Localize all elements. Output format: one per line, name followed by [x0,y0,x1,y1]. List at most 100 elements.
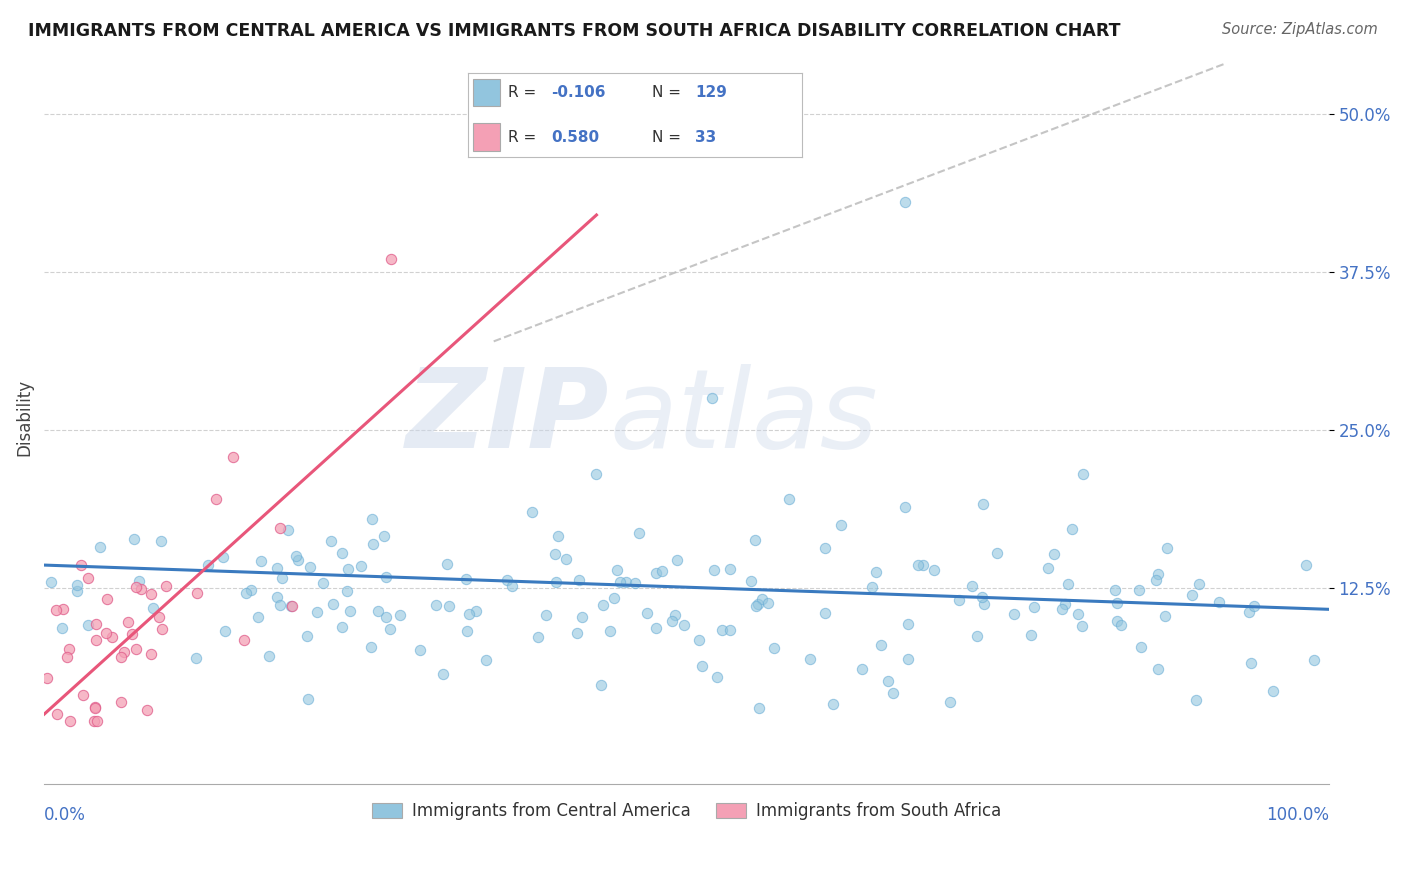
Point [458,607,481,621]
Point [897,617,920,632]
Point [287,553,309,567]
Point [1056,577,1078,591]
Point [110,695,132,709]
Point [84,617,107,632]
Point [222,450,245,464]
Point [501,579,523,593]
Point [986,546,1008,560]
Point [129,582,152,596]
Point [425,598,447,612]
Point [374,570,396,584]
Point [432,667,454,681]
Point [814,606,837,620]
Point [336,584,359,599]
Point [522,505,544,519]
Point [56,650,79,665]
Point [922,563,945,577]
Point [645,566,668,581]
Point [148,610,170,624]
Point [96,625,118,640]
Point [651,564,673,578]
Point [101,630,124,644]
Point [830,517,852,532]
Point [37,671,59,685]
Point [1128,582,1150,597]
Point [606,563,628,577]
Point [756,596,779,610]
Point [1062,523,1084,537]
Point [911,558,934,573]
Point [821,697,844,711]
Point [762,641,785,656]
Point [664,607,686,622]
Point [339,604,361,618]
Point [186,651,208,665]
Point [876,673,898,688]
Point [547,528,569,542]
Point [45,602,67,616]
Text: ZIP: ZIP [406,364,609,471]
Point [204,491,226,506]
Point [1147,566,1170,581]
Text: 100.0%: 100.0% [1265,805,1329,823]
Point [740,574,762,589]
Point [117,615,139,629]
Point [948,593,970,607]
Point [960,578,983,592]
Point [72,688,94,702]
Point [124,532,146,546]
Point [367,604,389,618]
Point [1181,588,1204,602]
Legend: Immigrants from Central America, Immigrants from South Africa: Immigrants from Central America, Immigra… [366,796,1008,827]
Point [84,701,107,715]
Point [51,621,73,635]
Point [672,618,695,632]
Point [1129,640,1152,655]
Point [1239,605,1261,619]
Point [269,599,291,613]
Point [311,576,333,591]
Point [628,526,651,541]
Point [970,590,993,604]
Point [571,610,593,624]
Point [1295,558,1317,573]
Point [882,686,904,700]
Point [747,597,769,611]
Point [544,575,567,590]
Point [972,497,994,511]
Point [112,645,135,659]
Point [706,670,728,684]
Point [232,633,254,648]
Point [330,546,353,560]
Point [1243,599,1265,614]
Point [907,558,929,572]
Point [860,580,883,594]
Point [703,563,725,577]
Point [1185,693,1208,707]
Point [897,652,920,666]
Point [568,573,591,587]
Point [1071,619,1094,633]
Point [692,658,714,673]
Point [76,571,98,585]
Point [337,562,360,576]
Point [748,700,770,714]
Point [266,591,288,605]
Point [1043,547,1066,561]
Point [591,678,613,692]
Point [475,653,498,667]
Point [135,703,157,717]
Point [567,625,589,640]
Point [246,610,269,624]
Point [1019,628,1042,642]
Point [380,252,402,267]
Point [534,608,557,623]
Point [661,614,683,628]
Point [84,700,107,714]
Point [814,541,837,556]
Point [361,512,384,526]
Point [636,606,658,620]
Point [1067,607,1090,621]
Point [235,586,257,600]
Point [973,597,995,611]
